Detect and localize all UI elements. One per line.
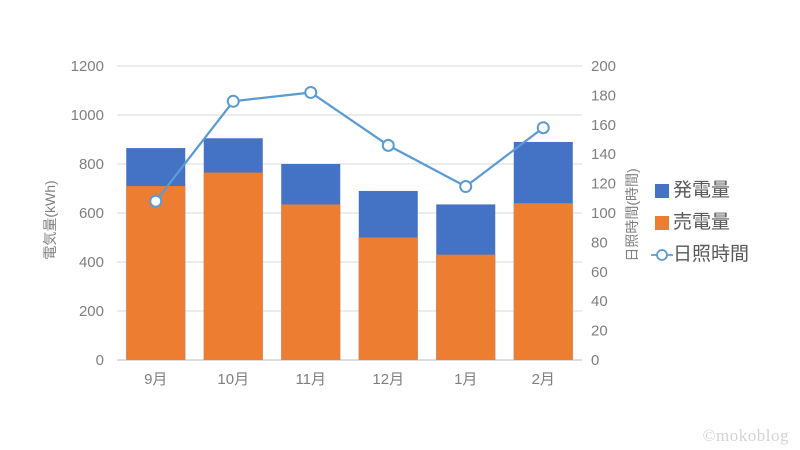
chart-legend: 発電量 売電量 日照時間 <box>651 181 749 265</box>
left-axis-tick-label: 1000 <box>71 107 104 124</box>
x-axis-tick-label: 9月 <box>144 371 167 388</box>
bar-segment-sold <box>203 172 263 360</box>
legend-label-sunshine: 日照時間 <box>673 244 750 265</box>
bar-segment-sold <box>281 204 341 360</box>
left-axis-tick-label: 400 <box>79 254 104 271</box>
sold-swatch-icon <box>651 215 673 231</box>
right-axis-tick-label: 140 <box>591 146 616 163</box>
x-axis-tick-label: 11月 <box>295 371 326 388</box>
x-axis-tick-label: 1月 <box>454 371 477 388</box>
left-axis-tick-label: 600 <box>79 205 104 222</box>
watermark: ©mokoblog <box>702 426 789 445</box>
left-axis-tick-label: 1200 <box>71 58 104 75</box>
legend-item-sunshine: 日照時間 <box>651 245 749 265</box>
bar-segment-sold <box>513 203 573 360</box>
right-axis-tick-label: 40 <box>591 293 608 310</box>
right-axis-tick-label: 160 <box>591 117 616 134</box>
bar-segment-sold <box>436 254 496 360</box>
legend-label-sold: 売電量 <box>673 212 731 233</box>
sunshine-marker <box>304 85 318 99</box>
legend-item-generation: 発電量 <box>651 181 749 201</box>
right-axis-tick-label: 80 <box>591 234 608 251</box>
right-axis-tick-label: 120 <box>591 176 616 193</box>
sunshine-marker <box>226 94 240 108</box>
right-axis-tick-label: 60 <box>591 264 608 281</box>
sunshine-marker <box>381 138 395 152</box>
bar-segment-sold <box>358 237 418 360</box>
left-axis-tick-label: 200 <box>79 303 104 320</box>
x-axis-tick-label: 10月 <box>217 371 249 388</box>
sunshine-line <box>154 91 545 203</box>
sunshine-marker <box>536 121 550 135</box>
legend-item-sold: 売電量 <box>651 213 749 233</box>
left-axis-tick-label: 0 <box>96 352 104 369</box>
right-axis-tick-label: 20 <box>591 323 608 340</box>
right-axis-tick-label: 180 <box>591 87 616 104</box>
generation-swatch-icon <box>651 183 673 199</box>
sunshine-marker <box>149 194 163 208</box>
legend-label-generation: 発電量 <box>673 180 731 201</box>
x-axis-tick-label: 2月 <box>532 371 555 388</box>
sunshine-marker <box>459 180 473 194</box>
left-axis-title: 電気量(kWh) <box>42 180 58 259</box>
right-axis-title: 日照時間(時間) <box>624 168 640 261</box>
right-axis-tick-label: 0 <box>591 352 599 369</box>
right-axis-tick-label: 200 <box>591 58 616 75</box>
x-axis-tick-label: 12月 <box>372 371 404 388</box>
right-axis-tick-label: 100 <box>591 205 616 222</box>
line-marker-icon <box>651 247 673 263</box>
left-axis-tick-label: 800 <box>79 156 104 173</box>
bar-segment-sold <box>126 186 186 360</box>
